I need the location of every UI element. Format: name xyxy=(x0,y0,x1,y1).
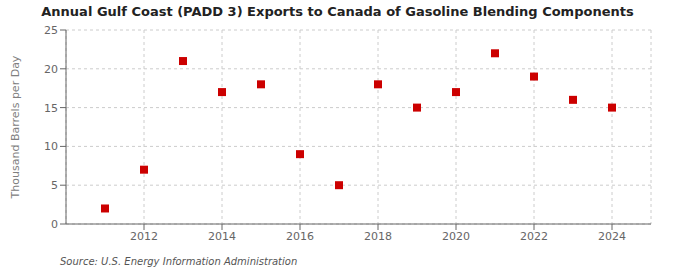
svg-text:2012: 2012 xyxy=(130,230,158,243)
svg-text:2022: 2022 xyxy=(520,230,548,243)
svg-text:20: 20 xyxy=(44,63,58,76)
svg-text:15: 15 xyxy=(44,102,58,115)
svg-text:2018: 2018 xyxy=(364,230,392,243)
svg-text:2024: 2024 xyxy=(598,230,626,243)
svg-text:5: 5 xyxy=(51,179,58,192)
svg-text:25: 25 xyxy=(44,24,58,37)
svg-text:10: 10 xyxy=(44,140,58,153)
svg-text:2014: 2014 xyxy=(208,230,236,243)
svg-text:0: 0 xyxy=(51,218,58,231)
html-text:Annual Gulf Coast (PADD 3) Exp: Annual Gulf Coast (PADD 3) Exports to Ca… xyxy=(41,4,634,19)
svg-text:Thousand Barrels per Day: Thousand Barrels per Day xyxy=(9,55,22,199)
html-text:Source: U.S. Energy Informatio: Source: U.S. Energy Information Administ… xyxy=(60,256,298,267)
svg-text:2020: 2020 xyxy=(442,230,470,243)
svg-text:2016: 2016 xyxy=(286,230,314,243)
